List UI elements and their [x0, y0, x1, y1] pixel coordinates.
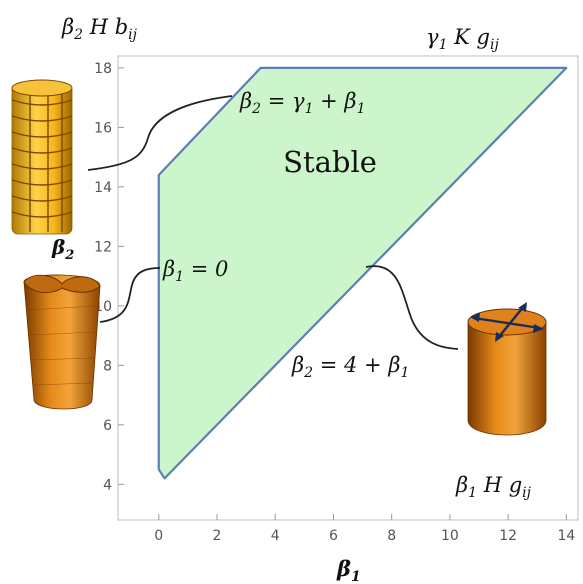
connector-left — [99, 267, 161, 323]
y-tick-label: 4 — [103, 477, 112, 493]
boundary-label-upper: β2 = γ1 + β1 — [239, 89, 366, 117]
corner-label-top-left: β2 H bij — [61, 15, 138, 43]
y-tick-label: 16 — [94, 120, 112, 136]
y-tick-label: 6 — [103, 418, 112, 434]
shape-beta1-lobed-mode — [23, 274, 101, 410]
side-label-beta2: β2 — [51, 235, 74, 263]
x-tick-label: 6 — [329, 528, 338, 544]
x-axis-label: β1 — [336, 556, 361, 584]
x-tick-label: 4 — [271, 528, 280, 544]
stable-region — [157, 66, 568, 480]
x-tick-label: 2 — [213, 528, 222, 544]
x-tick-label: 8 — [387, 528, 396, 544]
y-tick-label: 18 — [94, 61, 112, 77]
x-tick-label: 12 — [499, 528, 517, 544]
x-tick-label: 0 — [154, 528, 163, 544]
y-tick-label: 8 — [103, 358, 112, 374]
corner-label-bottom-right: β1 H gij — [455, 473, 532, 501]
x-tick-label: 14 — [557, 528, 575, 544]
connector-upper — [87, 95, 233, 171]
y-tick-label: 14 — [94, 180, 112, 196]
y-tick-label: 12 — [94, 239, 112, 255]
plot-area: 0 2 4 6 8 10 12 14 4 6 8 10 12 14 16 18 — [94, 55, 579, 544]
x-axis-ticks: 0 2 4 6 8 10 12 14 — [154, 514, 575, 544]
plot-frame — [117, 55, 579, 521]
shape-beta1-straight-cylinder — [467, 302, 547, 436]
stable-region-label: Stable — [283, 145, 377, 179]
x-tick-label: 10 — [441, 528, 459, 544]
connector-lower — [365, 265, 459, 350]
boundary-label-left: β1 = 0 — [162, 257, 228, 285]
boundary-label-lower: β2 = 4 + β1 — [291, 353, 409, 381]
shape-beta2-bending-mode — [11, 79, 73, 235]
corner-label-top-right: γ1 K gij — [426, 25, 499, 53]
